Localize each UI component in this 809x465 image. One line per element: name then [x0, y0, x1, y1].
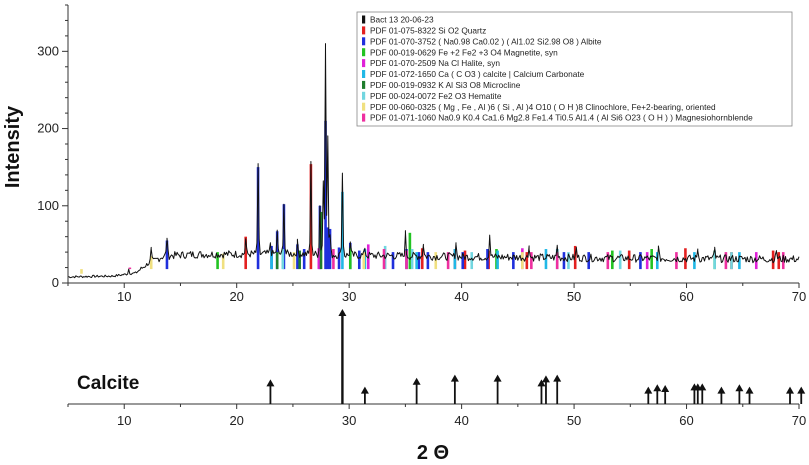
- x-tick-label: 50: [567, 289, 581, 304]
- x-tick-label: 70: [792, 289, 806, 304]
- reflection-arrow-head: [786, 386, 795, 394]
- reflection-arrow-head: [653, 384, 662, 392]
- legend-swatch: [362, 70, 366, 78]
- reflection-arrow-head: [661, 385, 670, 392]
- legend-entry-label: PDF 00-019-0629 Fe +2 Fe2 +3 O4 Magnetit…: [370, 47, 558, 57]
- reflection-arrow-head: [717, 386, 726, 394]
- reflection-arrow-head: [338, 309, 347, 316]
- diffractogram-panel: Intensity 0 100 200 300 10 20 30 40 50 60 70 Bact …: [2, 4, 806, 304]
- bottom-x-tick-label: 70: [792, 413, 806, 428]
- bottom-x-tick-label: 40: [454, 413, 468, 428]
- bottom-x-tick-label: 20: [229, 413, 243, 428]
- bottom-x-tick-label: 30: [342, 413, 356, 428]
- legend-swatch: [362, 80, 366, 89]
- y-tick-label: 300: [37, 43, 59, 58]
- x-axis-title: 2 Θ: [417, 442, 449, 464]
- bottom-x-tick-label: 50: [567, 413, 581, 428]
- legend-swatch: [362, 59, 366, 68]
- y-tick-label: 0: [52, 275, 59, 290]
- x-tick-label: 60: [679, 289, 693, 304]
- diffraction-pattern-line: [67, 43, 800, 279]
- legend-box: [356, 11, 793, 127]
- reflection-arrow-head: [735, 384, 744, 392]
- x-tick-label: 40: [454, 289, 468, 304]
- top-axes: 0 100 200 300 10 20 30 40 50 60 70: [37, 4, 806, 304]
- legend-entry-label: PDF 01-070-3752 ( Na0.98 Ca0.02 ) ( Al1.…: [370, 36, 602, 46]
- x-tick-label: 10: [117, 289, 131, 304]
- reflection-arrow-head: [553, 374, 562, 382]
- legend-entry-label: PDF 00-060-0325 ( Mg , Fe , Al )6 ( Si ,…: [370, 102, 716, 112]
- reflection-arrow-head: [450, 374, 459, 382]
- x-tick-label: 30: [342, 289, 356, 304]
- reflection-arrow-head: [537, 379, 546, 387]
- reflection-arrow-head: [493, 374, 502, 382]
- reflection-arrow-head: [698, 383, 707, 391]
- legend-swatch: [362, 37, 366, 46]
- legend-swatch: [362, 102, 366, 111]
- legend-entry-label: PDF 01-071-1060 Na0.9 K0.4 Ca1.6 Mg2.8 F…: [370, 113, 753, 123]
- phase-reference-sticks: [80, 120, 785, 274]
- bottom-x-tick-label: 10: [117, 413, 131, 428]
- bottom-axes: 10 20 30 40 50 60 70: [67, 403, 806, 428]
- calcite-reflection-arrows: [266, 309, 806, 404]
- reflection-arrow-head: [644, 386, 653, 394]
- reflection-arrow-head: [266, 379, 275, 387]
- legend-swatch: [362, 26, 366, 35]
- x-tick-label: 20: [229, 289, 243, 304]
- legend-swatch: [362, 48, 366, 57]
- reflection-arrow-head: [360, 386, 369, 394]
- reflection-arrow-head: [412, 377, 421, 385]
- legend-swatch: [362, 113, 366, 122]
- bottom-x-tick-label: 60: [679, 413, 693, 428]
- calcite-reference-panel: Calcite 10 20 30 40 50 60 70 2 Θ: [67, 309, 806, 464]
- calcite-label: Calcite: [77, 373, 139, 394]
- y-axis-title: Intensity: [2, 105, 24, 188]
- y-tick-label: 200: [37, 121, 59, 136]
- legend-entry-label: PDF 00-024-0072 Fe2 O3 Hematite: [370, 91, 502, 101]
- legend-entry-label: PDF 01-072-1650 Ca ( C O3 ) calcite | Ca…: [370, 69, 585, 79]
- legend-swatch: [362, 15, 366, 24]
- reflection-arrow-head: [745, 386, 754, 394]
- legend-entry-label: PDF 01-075-8322 Si O2 Quartz: [370, 26, 486, 36]
- legend-swatch: [362, 91, 366, 100]
- legend-entry-label: PDF 00-019-0932 K Al Si3 O8 Microcline: [370, 80, 521, 90]
- legend-entry-label: Bact 13 20-06-23: [370, 15, 434, 25]
- reflection-arrow-head: [797, 386, 806, 394]
- reflection-arrow-head: [541, 375, 550, 383]
- legend-entry-label: PDF 01-070-2509 Na Cl Halite, syn: [370, 58, 500, 68]
- y-tick-label: 100: [37, 198, 59, 213]
